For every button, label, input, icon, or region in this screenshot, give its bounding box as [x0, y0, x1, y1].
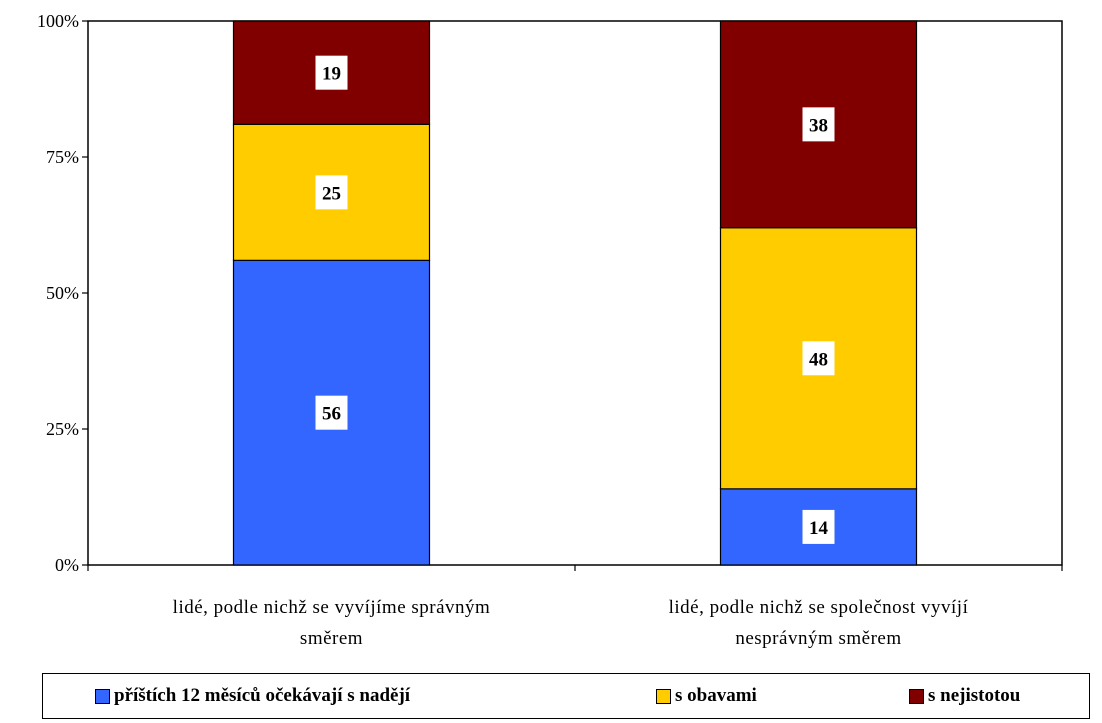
data-label-box	[315, 175, 348, 210]
category-label: lidé, podle nichž se vyvíjíme správným	[173, 597, 491, 618]
data-label: 19	[322, 64, 341, 85]
data-label-box	[802, 509, 835, 544]
y-tick-label: 100%	[37, 11, 79, 31]
legend-item-hope: příštích 12 měsíců očekávají s nadějí	[95, 674, 410, 718]
chart: 0% 25% 50% 75% 100% 56 25 19 lidé, podle nichž s…	[37, 11, 1063, 649]
legend-item-concern: s obavami	[656, 674, 757, 718]
data-label-box	[802, 107, 835, 142]
category-label: nesprávným směrem	[735, 628, 901, 649]
y-tick-label: 50%	[46, 283, 79, 303]
legend: příštích 12 měsíců očekávají s nadějí s …	[42, 673, 1090, 719]
data-label: 25	[322, 183, 341, 204]
legend-swatch-hope	[95, 688, 110, 704]
plot-area: 0% 25% 50% 75% 100% 56 25 19 lidé, podle nichž s…	[37, 11, 1063, 649]
data-label: 48	[809, 349, 828, 370]
data-label: 38	[809, 115, 828, 136]
y-tick-label: 75%	[46, 147, 79, 167]
legend-label-concern: s obavami	[675, 685, 757, 706]
category-label: lidé, podle nichž se společnost vyvíjí	[669, 597, 969, 618]
data-label-box	[802, 341, 835, 376]
y-tick-label: 25%	[46, 419, 79, 439]
data-label-box	[315, 395, 348, 430]
legend-label-uncertainty: s nejistotou	[928, 685, 1021, 706]
category-label: směrem	[300, 628, 363, 649]
legend-swatch-concern	[656, 688, 671, 704]
data-label: 14	[809, 518, 829, 539]
y-tick-label: 0%	[55, 555, 79, 575]
legend-label-hope: příštích 12 měsíců očekávají s nadějí	[114, 685, 411, 706]
legend-item-uncertainty: s nejistotou	[909, 674, 1020, 718]
legend-swatch-uncertainty	[909, 688, 924, 704]
data-label: 56	[322, 404, 341, 425]
data-label-box	[315, 55, 348, 90]
